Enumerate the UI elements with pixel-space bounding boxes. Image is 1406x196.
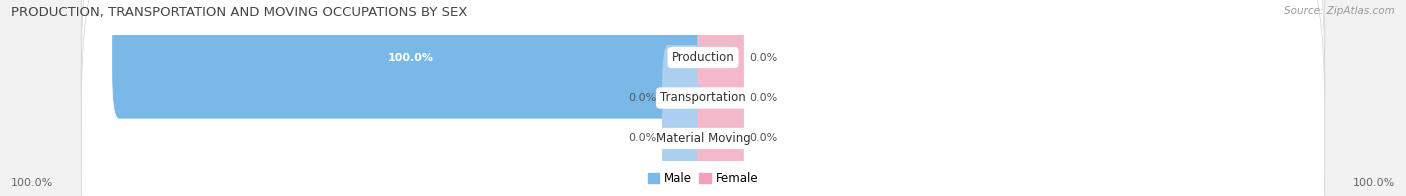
Text: 0.0%: 0.0% bbox=[749, 53, 778, 63]
Text: 100.0%: 100.0% bbox=[388, 53, 434, 63]
FancyBboxPatch shape bbox=[112, 0, 710, 119]
FancyBboxPatch shape bbox=[697, 45, 744, 151]
Text: 100.0%: 100.0% bbox=[1353, 178, 1395, 188]
Text: 0.0%: 0.0% bbox=[749, 133, 778, 143]
FancyBboxPatch shape bbox=[662, 45, 709, 151]
FancyBboxPatch shape bbox=[697, 5, 744, 111]
Text: 0.0%: 0.0% bbox=[628, 133, 657, 143]
Text: Production: Production bbox=[672, 51, 734, 64]
Text: Transportation: Transportation bbox=[661, 92, 745, 104]
FancyBboxPatch shape bbox=[82, 0, 1324, 196]
FancyBboxPatch shape bbox=[662, 85, 709, 191]
Text: 100.0%: 100.0% bbox=[11, 178, 53, 188]
Text: PRODUCTION, TRANSPORTATION AND MOVING OCCUPATIONS BY SEX: PRODUCTION, TRANSPORTATION AND MOVING OC… bbox=[11, 6, 468, 19]
FancyBboxPatch shape bbox=[82, 0, 1324, 196]
FancyBboxPatch shape bbox=[82, 0, 1324, 196]
Text: Material Moving: Material Moving bbox=[655, 132, 751, 145]
Text: Source: ZipAtlas.com: Source: ZipAtlas.com bbox=[1284, 6, 1395, 16]
Text: 0.0%: 0.0% bbox=[628, 93, 657, 103]
Legend: Male, Female: Male, Female bbox=[643, 168, 763, 190]
FancyBboxPatch shape bbox=[697, 85, 744, 191]
Text: 0.0%: 0.0% bbox=[749, 93, 778, 103]
